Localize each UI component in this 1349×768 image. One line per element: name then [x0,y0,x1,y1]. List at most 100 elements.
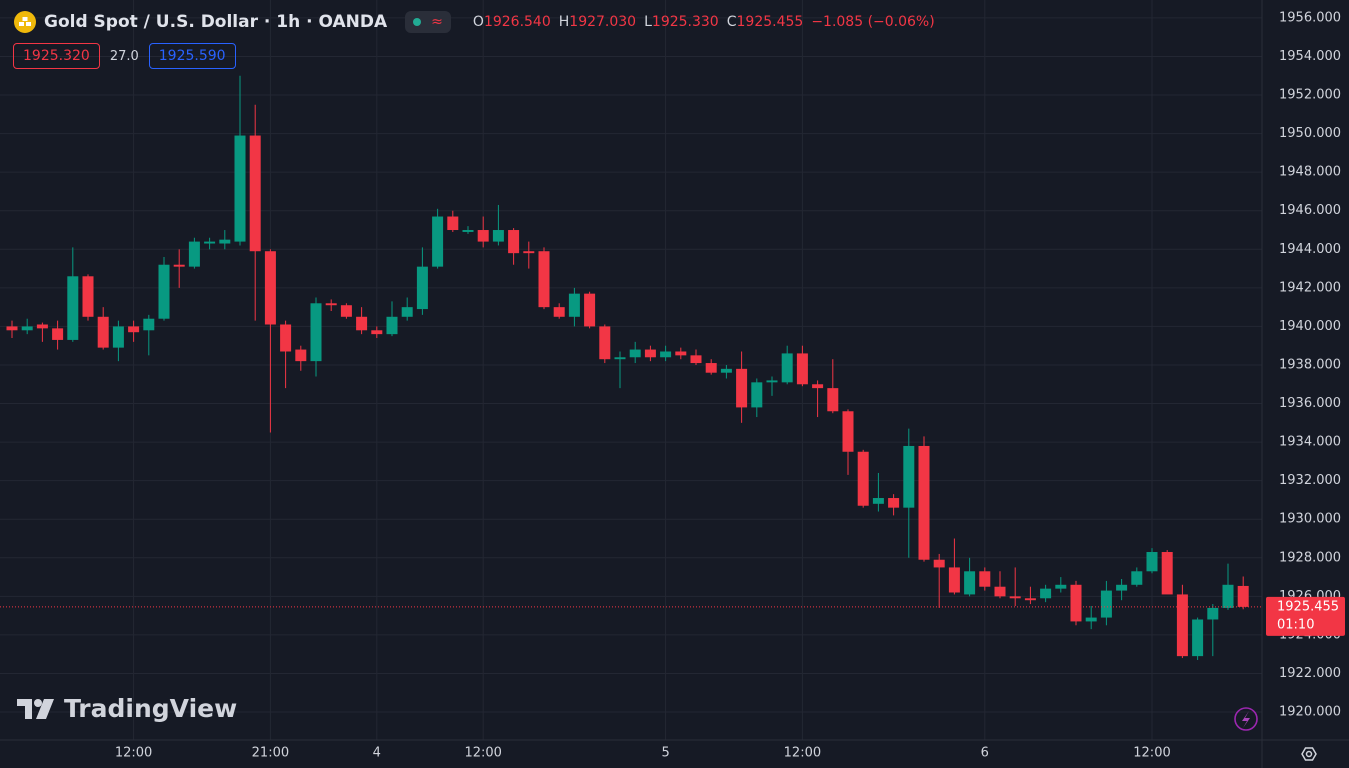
x-tick-label: 21:00 [252,746,289,761]
candle-body [584,293,596,327]
candle-body [112,326,124,348]
y-tick-label: 1938.000 [1279,357,1341,372]
candle-body [553,307,565,317]
last-price-label: 1925.455 [1277,599,1339,614]
x-tick-label: 5 [661,746,669,761]
candle-body [827,388,839,412]
candle-body [1131,571,1143,585]
candle-body [386,316,398,335]
settings-icon[interactable] [1301,747,1317,761]
y-tick-label: 1952.000 [1279,88,1341,103]
status-pill[interactable]: ≈ [405,11,451,33]
y-tick-label: 1930.000 [1279,512,1341,527]
candle-body [143,318,155,331]
candle-body [644,349,656,358]
candle-body [67,276,79,340]
candle-body [477,230,489,242]
candle-body [295,349,307,362]
candle-body [219,239,231,244]
candle-body [751,382,763,408]
last-price-box [1266,596,1345,636]
candle-body [462,230,474,232]
x-tick-label: 12:00 [464,746,501,761]
bid-ask: 1925.320 27.0 1925.590 [13,43,236,69]
ohlc-key: C [726,14,737,30]
y-tick-label: 1954.000 [1279,49,1341,64]
ohlc-key: O [472,14,484,30]
candle-body [660,351,672,358]
candle-body [204,241,216,244]
candle-body [401,307,413,317]
candle-body [1207,607,1219,620]
candle-body [964,571,976,595]
ohlc-item: L1925.330 [644,14,719,30]
candle-body [933,559,945,568]
y-tick-label: 1940.000 [1279,319,1341,334]
candle-body [492,230,504,242]
candle-body [356,316,368,331]
candle-body [52,328,64,340]
candle-body [280,324,292,352]
y-tick-label: 1946.000 [1279,203,1341,218]
candle-body [994,586,1006,597]
ohlc-value: 1925.455 [736,14,804,30]
candle-body [736,368,748,408]
candle-body [1009,596,1021,599]
watermark: TradingView [17,694,237,723]
symbol-logo [14,11,36,33]
candle-body [842,411,854,452]
grid [0,0,1262,740]
x-tick-label: 12:00 [115,746,152,761]
candle-body [416,266,428,310]
candle-body [614,357,626,360]
symbol-title: Gold Spot / U.S. Dollar · 1h · OANDA [44,12,388,32]
bid-price[interactable]: 1925.320 [13,43,100,69]
candle-body [903,445,915,508]
y-tick-label: 1920.000 [1279,705,1341,720]
candle-body [6,326,18,331]
candle-body [690,355,702,364]
legend-header: Gold Spot / U.S. Dollar · 1h · OANDA ≈ O… [14,9,935,35]
candle-body [158,264,170,319]
candle-body [508,230,520,254]
candle-body [1100,590,1112,618]
candle-body [340,305,352,317]
candle-body [796,353,808,385]
candle-body [720,368,732,373]
candle-body [234,135,246,242]
y-tick-label: 1950.000 [1279,126,1341,141]
x-tick-label: 12:00 [784,746,821,761]
ohlc-item: H1927.030 [559,14,636,30]
candle-body [1237,585,1249,607]
candle-body [523,251,535,254]
candle-body [447,216,459,231]
y-tick-label: 1956.000 [1279,10,1341,25]
candle-body [249,135,261,252]
ohlc-item: O1926.540 [473,14,551,30]
y-tick-label: 1942.000 [1279,280,1341,295]
candle-body [1222,584,1234,608]
candle-body [188,241,200,267]
ohlc-values: O1926.540 H1927.030 L1925.330 C1925.455 [473,14,803,30]
ohlc-value: 1927.030 [569,14,637,30]
watermark-text: TradingView [64,694,238,723]
candle-body [1055,584,1067,589]
candle-body [128,326,140,333]
candle-body [857,451,869,506]
lightning-icon[interactable] [1234,707,1258,731]
ask-price[interactable]: 1925.590 [148,43,236,69]
candle-body [1146,552,1158,572]
candle-body [1116,584,1128,591]
candle-body [918,445,930,560]
y-tick-label: 1944.000 [1279,242,1341,257]
spread: 27.0 [109,48,139,64]
candle-body [705,363,717,373]
y-tick-label: 1932.000 [1279,473,1341,488]
candle-body [325,303,337,306]
ohlc-key: H [558,14,570,30]
candle-body [310,303,322,362]
candle-body [888,498,900,508]
ohlc-key: L [644,14,652,30]
candle-body [1040,588,1052,599]
